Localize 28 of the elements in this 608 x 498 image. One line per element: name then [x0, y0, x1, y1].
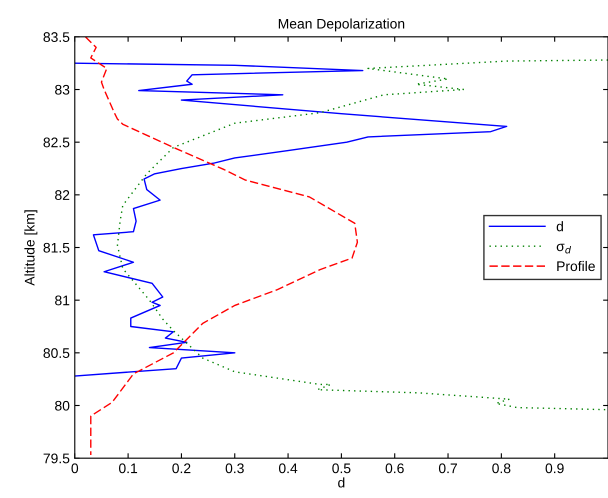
legend-label: d — [556, 221, 563, 232]
y-tick-label: 80 — [55, 400, 70, 411]
x-tick-label: 0.7 — [438, 463, 457, 474]
chart-title: Mean Depolarization — [278, 18, 404, 32]
x-tick-label: 0.5 — [332, 463, 350, 474]
x-axis-title: d — [338, 477, 344, 488]
x-tick-label: 0.2 — [172, 463, 190, 474]
x-tick-label: 0.8 — [492, 463, 510, 474]
legend-label: σ$_{d}$ — [556, 244, 572, 254]
x-tick-label: 0.9 — [546, 463, 564, 474]
legend-label: Profile — [557, 260, 595, 272]
line-series — [116, 59, 608, 410]
y-tick-label: 82.5 — [43, 138, 70, 148]
y-tick-label: 81 — [55, 296, 70, 306]
y-tick-label: 81.5 — [43, 242, 70, 253]
x-tick-label: 0.6 — [386, 463, 404, 474]
x-tick-label: 0.4 — [278, 463, 298, 474]
x-tick-label: 0.3 — [226, 463, 244, 474]
x-tick-label: 0.1 — [118, 463, 138, 474]
y-tick-label: 83.5 — [43, 32, 70, 42]
y-axis-title: Altitude [km] — [24, 210, 38, 286]
y-tick-label: 79.5 — [44, 453, 70, 464]
x-tick-label: 0 — [71, 463, 78, 474]
y-tick-label: 80.5 — [43, 348, 70, 358]
line-series — [84, 36, 358, 456]
line-series — [74, 62, 508, 377]
y-tick-label: 83 — [55, 84, 70, 95]
y-tick-label: 82 — [55, 190, 70, 200]
